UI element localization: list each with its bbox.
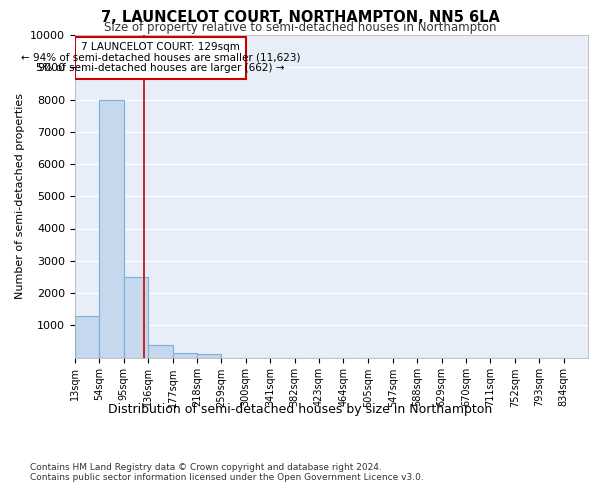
Text: 7 LAUNCELOT COURT: 129sqm: 7 LAUNCELOT COURT: 129sqm [81, 42, 240, 52]
Bar [75, 36, 246, 78]
Bar [197, 354, 221, 358]
Text: Size of property relative to semi-detached houses in Northampton: Size of property relative to semi-detach… [104, 21, 496, 34]
Bar [148, 344, 173, 358]
Bar [173, 352, 197, 358]
Text: Contains HM Land Registry data © Crown copyright and database right 2024.: Contains HM Land Registry data © Crown c… [30, 462, 382, 471]
Y-axis label: Number of semi-detached properties: Number of semi-detached properties [15, 93, 25, 299]
Text: 7, LAUNCELOT COURT, NORTHAMPTON, NN5 6LA: 7, LAUNCELOT COURT, NORTHAMPTON, NN5 6LA [101, 10, 499, 25]
Bar [124, 277, 148, 357]
Text: 5% of semi-detached houses are larger (662) →: 5% of semi-detached houses are larger (6… [36, 63, 284, 73]
Bar [75, 316, 100, 358]
Text: Distribution of semi-detached houses by size in Northampton: Distribution of semi-detached houses by … [108, 402, 492, 415]
Bar [100, 100, 124, 358]
Text: Contains public sector information licensed under the Open Government Licence v3: Contains public sector information licen… [30, 474, 424, 482]
Text: ← 94% of semi-detached houses are smaller (11,623): ← 94% of semi-detached houses are smalle… [20, 52, 300, 62]
